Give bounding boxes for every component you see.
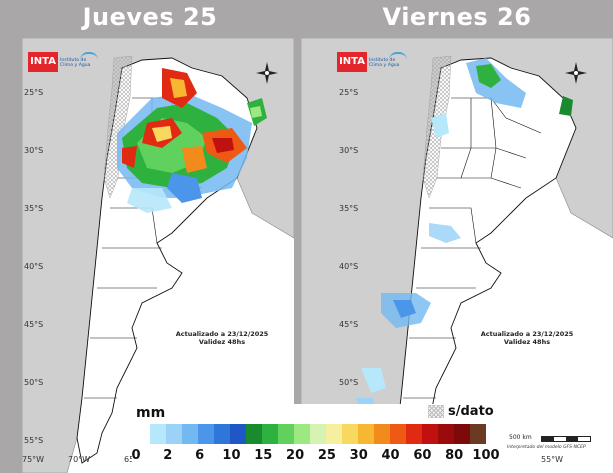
legend-swatch (246, 424, 262, 444)
update-date: Actualizado a 23/12/2025 (480, 330, 574, 338)
legend-swatch (150, 424, 166, 444)
inta-logo: INTA Instituto de Clima y Agua (337, 52, 409, 78)
no-data-label: s/dato (448, 404, 494, 419)
compass-rose-icon (256, 62, 278, 84)
legend-swatch (438, 424, 454, 444)
legend-swatch (326, 424, 342, 444)
legend-swatch (390, 424, 406, 444)
legend-swatch (214, 424, 230, 444)
lat-label: 45°S (339, 320, 359, 329)
legend-swatch (198, 424, 214, 444)
legend-swatch (406, 424, 422, 444)
legend-tick: 20 (286, 448, 305, 463)
model-credit: Interpretado del modelo GFS-NCEP (507, 445, 586, 450)
legend-swatch (358, 424, 374, 444)
lon-label: 55°W (541, 455, 564, 464)
legend-tick: 10 (222, 448, 241, 463)
legend-tick: 40 (381, 448, 400, 463)
legend-swatch (294, 424, 310, 444)
inta-logo-institute: Instituto de Clima y Agua (369, 58, 400, 68)
legend-swatch (262, 424, 278, 444)
compass-rose-icon (565, 62, 587, 84)
lon-label: 75°W (22, 455, 45, 464)
color-scale-ticks: 0 2 6 10 15 20 25 30 40 60 80 100 (131, 448, 499, 466)
inta-logo-brand: INTA (28, 52, 58, 72)
legend-unit: mm (136, 405, 166, 421)
lat-label: 45°S (24, 320, 44, 329)
lat-label: 55°S (24, 436, 44, 445)
wave-icon (389, 52, 407, 60)
scale-label: 500 km (509, 434, 532, 441)
precipitation-map: INTA Instituto de Clima y Agua 25°S 30°S… (301, 38, 613, 473)
legend-tick: 60 (413, 448, 432, 463)
lat-label: 30°S (24, 146, 44, 155)
lat-label: 30°S (339, 146, 359, 155)
lat-label: 25°S (24, 88, 44, 97)
precipitation-map: INTA Instituto de Clima y Agua 25°S 30°S… (22, 38, 294, 473)
legend-swatch (342, 424, 358, 444)
inta-logo-institute: Instituto de Clima y Agua (60, 58, 91, 68)
lat-label: 35°S (24, 204, 44, 213)
lat-label: 50°S (339, 378, 359, 387)
update-info: Actualizado a 23/12/2025 Validez 48hs (477, 330, 577, 346)
legend-swatch (278, 424, 294, 444)
update-date: Actualizado a 23/12/2025 (175, 330, 269, 338)
legend-tick: 2 (163, 448, 173, 463)
legend-tick: 80 (445, 448, 464, 463)
map-svg (301, 38, 613, 473)
lat-label: 25°S (339, 88, 359, 97)
color-scale (150, 424, 486, 444)
lat-label: 50°S (24, 378, 44, 387)
wave-icon (80, 52, 98, 60)
legend-swatch (182, 424, 198, 444)
panel-title: Viernes 26 (382, 3, 532, 31)
no-data-swatch (428, 405, 444, 418)
lat-label: 40°S (339, 262, 359, 271)
legend-tick: 15 (254, 448, 273, 463)
lat-label: 40°S (24, 262, 44, 271)
panel-title: Jueves 25 (82, 3, 218, 31)
validity: Validez 48hs (503, 338, 551, 346)
panel-jueves: Jueves 25 (0, 0, 300, 473)
inta-logo-brand: INTA (337, 52, 367, 72)
legend-swatch (422, 424, 438, 444)
legend-swatch (454, 424, 470, 444)
precipitation-field (117, 68, 267, 213)
legend-tick: 25 (317, 448, 336, 463)
legend-tick: 6 (195, 448, 205, 463)
lat-label: 35°S (339, 204, 359, 213)
inta-logo: INTA Instituto de Clima y Agua (28, 52, 100, 78)
scale-bar (541, 436, 591, 442)
legend-swatch (374, 424, 390, 444)
panel-viernes: Viernes 26 (301, 0, 613, 473)
legend-swatch (230, 424, 246, 444)
legend-swatch (166, 424, 182, 444)
precipitation-legend: mm s/dato 0 2 6 10 15 20 25 30 40 60 80 100 (131, 404, 500, 473)
lon-label: 70°W (68, 455, 91, 464)
map-svg (22, 38, 294, 473)
legend-tick: 0 (131, 448, 141, 463)
legend-swatch (470, 424, 486, 444)
legend-tick: 100 (472, 448, 500, 463)
validity: Validez 48hs (198, 338, 246, 346)
legend-tick: 30 (349, 448, 368, 463)
update-info: Actualizado a 23/12/2025 Validez 48hs (172, 330, 272, 346)
legend-swatch (310, 424, 326, 444)
